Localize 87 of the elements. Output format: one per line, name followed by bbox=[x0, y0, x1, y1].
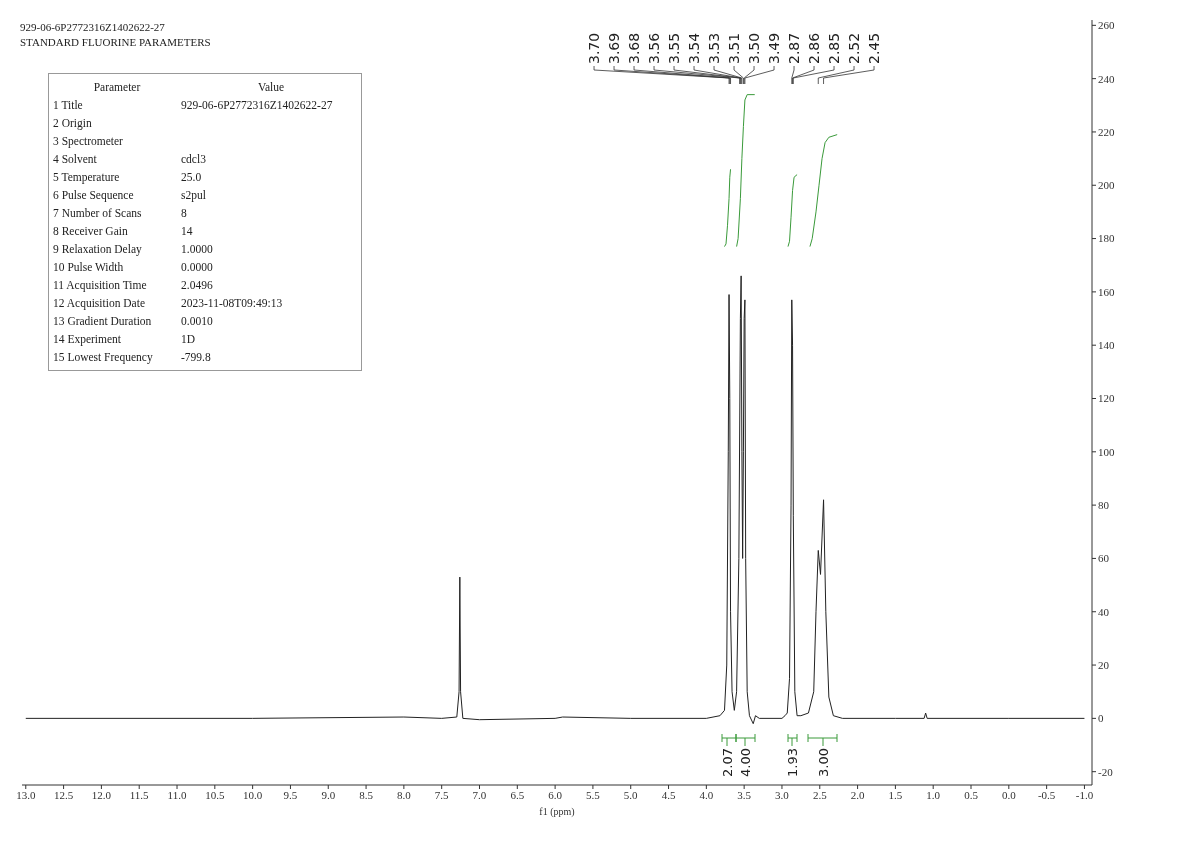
y-tick-label: 160 bbox=[1098, 285, 1115, 298]
x-tick-label: 0.0 bbox=[1001, 788, 1017, 801]
annotation: 2.85 bbox=[826, 32, 843, 64]
text: 6 Pulse Sequence s2pul bbox=[53, 189, 206, 201]
y-tick-label: 140 bbox=[1098, 339, 1115, 352]
y-tick-label: 20 bbox=[1098, 658, 1110, 671]
text: 15 Lowest Frequency -799.8 bbox=[53, 351, 211, 363]
annotation: 2 Origin bbox=[53, 117, 93, 129]
x-tick-label: 10.5 bbox=[205, 788, 225, 801]
x-tick-label: 2.5 bbox=[812, 788, 828, 801]
annotation: 2.52 bbox=[846, 32, 863, 64]
y-tick-label: 100 bbox=[1098, 445, 1115, 458]
annotation: 3.00 bbox=[816, 748, 831, 777]
line-series bbox=[25, 275, 1085, 725]
y-tick-label: 220 bbox=[1098, 125, 1115, 138]
annotation: 3.49 bbox=[766, 32, 783, 64]
annotation: 2.86 bbox=[806, 32, 823, 64]
x-tick-label: 4.0 bbox=[699, 788, 714, 801]
text: 12 Acquisition Date 2023-11-08T09:49:13 bbox=[53, 297, 283, 309]
annotation: 1.93 bbox=[785, 748, 800, 777]
x-tick-label: 5.5 bbox=[586, 788, 601, 801]
x-tick-label: 11.0 bbox=[167, 788, 187, 801]
x-tick-label: 4.5 bbox=[661, 788, 676, 801]
x-tick-label: 3.5 bbox=[737, 788, 752, 801]
annotation: 2.87 bbox=[786, 32, 803, 64]
text: 1 Title 929-06-6P2772316Z1402622-27 bbox=[53, 99, 333, 111]
text: 10 Pulse Width 0.0000 bbox=[53, 261, 213, 273]
x-tick-label: 6.5 bbox=[510, 788, 525, 801]
text: 11 Acquisition Time 2.0496 bbox=[53, 279, 213, 291]
y-tick-label: 60 bbox=[1098, 552, 1110, 565]
text: 14 Experiment 1D bbox=[53, 333, 196, 345]
y-tick-label: 40 bbox=[1098, 605, 1110, 618]
chart-title: 929-06-6P2772316Z1402622-27 bbox=[20, 20, 166, 35]
x-tick-label: 3.0 bbox=[775, 788, 790, 801]
x-tick-label: 8.0 bbox=[397, 788, 412, 801]
annotation: 3.50 bbox=[746, 32, 763, 64]
annotation: 3.55 bbox=[666, 32, 683, 64]
annotation: 2.07 bbox=[720, 748, 735, 777]
line-series bbox=[787, 174, 798, 248]
text: 9 Relaxation Delay 1.0000 bbox=[53, 243, 213, 255]
x-tick-label: 1.5 bbox=[888, 788, 903, 801]
x-tick-label: 7.0 bbox=[472, 788, 487, 801]
line-series bbox=[736, 94, 756, 248]
x-tick-label: 7.5 bbox=[434, 788, 450, 801]
text: 13 Gradient Duration 0.0010 bbox=[53, 315, 213, 327]
annotation: 3.54 bbox=[686, 32, 703, 64]
x-tick-label: -0.5 bbox=[1037, 788, 1056, 801]
x-tick-label: 12.0 bbox=[91, 788, 112, 801]
annotation: 4.00 bbox=[738, 748, 753, 777]
x-axis-title: f1 (ppm) bbox=[539, 806, 575, 818]
annotation: 3.56 bbox=[646, 32, 663, 64]
y-tick-label: 180 bbox=[1098, 232, 1115, 245]
y-tick-label: -20 bbox=[1098, 765, 1114, 778]
annotation: 3 Spectrometer bbox=[53, 135, 124, 147]
x-tick-label: 10.0 bbox=[243, 788, 263, 801]
text: STANDARD FLUORINE PARAMETERS bbox=[20, 35, 211, 50]
x-tick-label: 0.5 bbox=[964, 788, 979, 801]
x-tick-label: 5.0 bbox=[623, 788, 639, 801]
annotation: 3.53 bbox=[706, 32, 723, 64]
x-tick-label: 1.0 bbox=[926, 788, 941, 801]
annotation: 3.51 bbox=[726, 32, 743, 64]
text: Parameter Value bbox=[93, 81, 285, 93]
text: 7 Number of Scans 8 bbox=[53, 207, 187, 219]
x-tick-label: 9.5 bbox=[283, 788, 298, 801]
y-tick-label: 120 bbox=[1098, 392, 1115, 405]
text: 5 Temperature 25.0 bbox=[53, 171, 202, 183]
annotation: 2.45 bbox=[866, 32, 883, 64]
y-tick-label: 260 bbox=[1098, 19, 1115, 32]
y-tick-label: 80 bbox=[1098, 499, 1110, 512]
x-tick-label: 2.0 bbox=[850, 788, 865, 801]
annotation: 3.69 bbox=[606, 32, 623, 64]
line-series bbox=[809, 134, 838, 248]
x-tick-label: 13.0 bbox=[16, 788, 36, 801]
x-tick-label: 6.0 bbox=[548, 788, 563, 801]
y-tick-label: 200 bbox=[1098, 179, 1115, 192]
text: 4 Solvent cdcl3 bbox=[53, 153, 206, 165]
line-series bbox=[724, 168, 732, 248]
y-tick-label: 240 bbox=[1098, 72, 1115, 85]
x-tick-label: 11.5 bbox=[129, 788, 150, 801]
annotation: 3.70 bbox=[586, 32, 603, 64]
text: 8 Receiver Gain 14 bbox=[53, 225, 193, 237]
annotation: 3.68 bbox=[626, 32, 643, 64]
x-tick-label: -1.0 bbox=[1075, 788, 1094, 801]
y-tick-label: 0 bbox=[1098, 712, 1104, 725]
x-tick-label: 8.5 bbox=[359, 788, 374, 801]
x-tick-label: 9.0 bbox=[321, 788, 336, 801]
x-tick-label: 12.5 bbox=[53, 788, 74, 801]
